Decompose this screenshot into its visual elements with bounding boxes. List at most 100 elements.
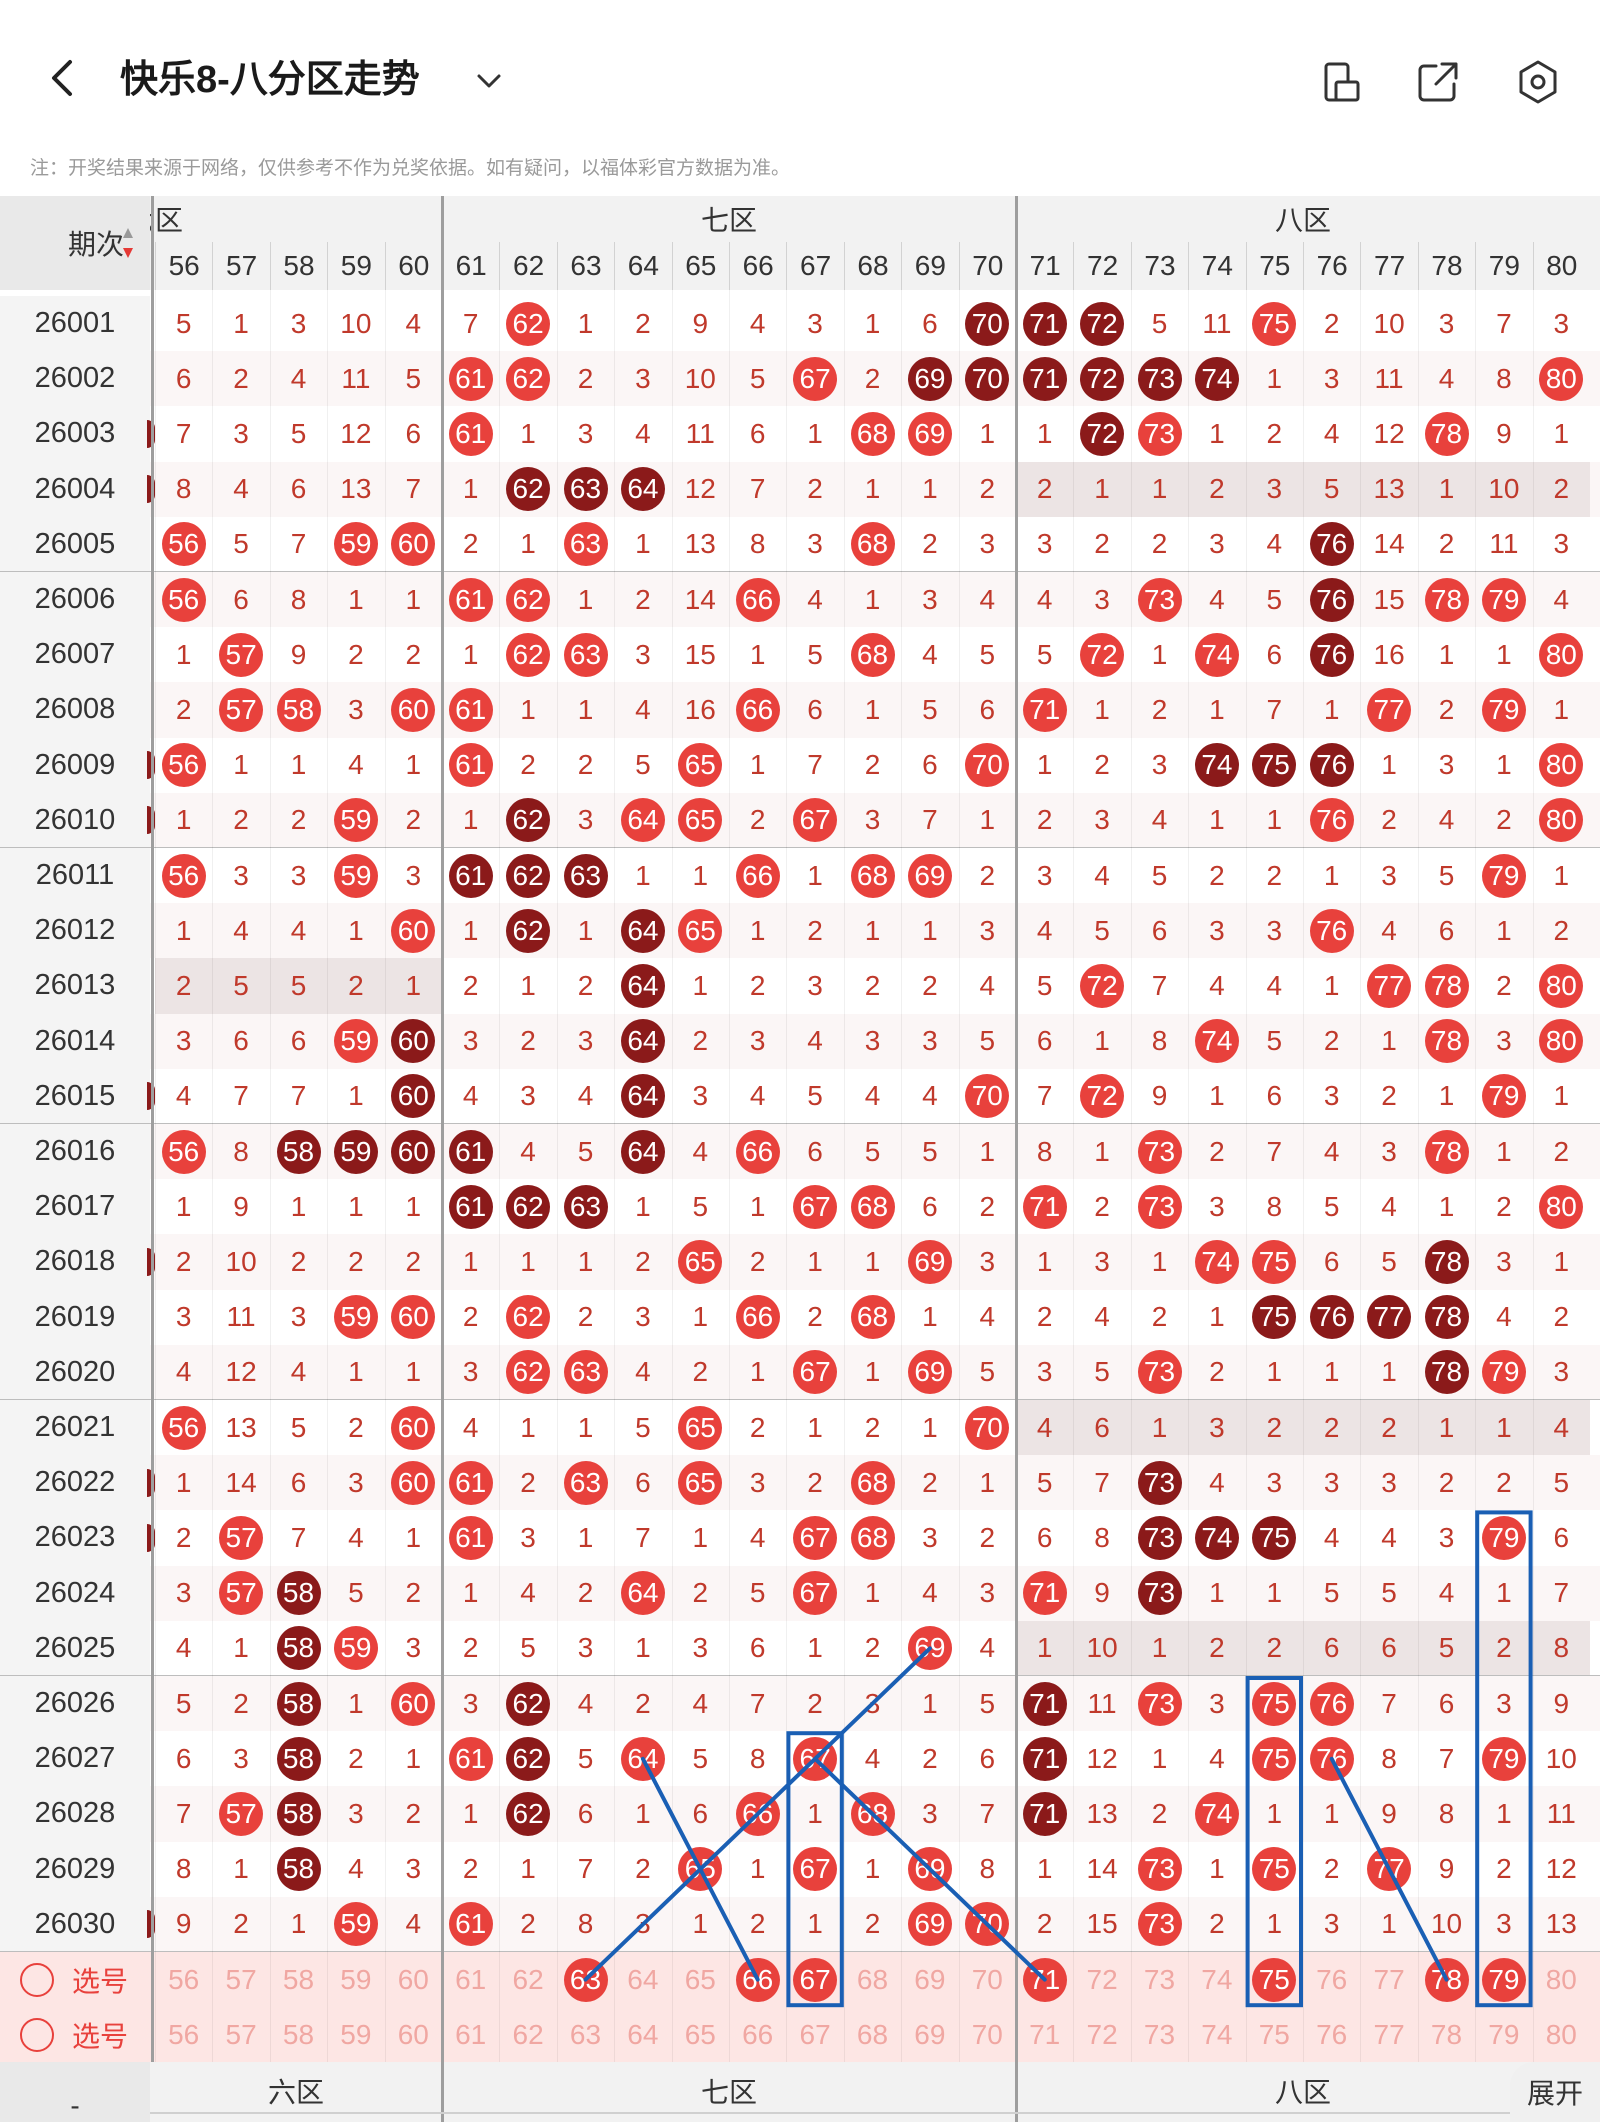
drawn-number-ball[interactable]: 72 [1080,1074,1125,1119]
drawn-number-ball[interactable]: 58 [276,1736,321,1781]
select-number[interactable]: 75 [1258,2018,1290,2050]
drawn-number-ball[interactable]: 62 [506,798,551,843]
select-number[interactable]: 59 [340,1963,372,1995]
drawn-number-ball[interactable]: 75 [1252,1736,1297,1781]
drawn-number-ball[interactable]: 64 [620,798,665,843]
drawn-number-ball[interactable]: 71 [1022,356,1067,401]
drawn-number-ball[interactable]: 58 [276,1681,321,1726]
drawn-number-ball[interactable]: 74 [1194,1240,1239,1284]
drawn-number-ball[interactable]: 58 [276,1847,321,1892]
drawn-number-ball[interactable]: 71 [1022,1184,1067,1229]
drawn-number-ball[interactable]: 73 [1137,1460,1182,1505]
drawn-number-ball[interactable]: 75 [1252,1516,1297,1560]
drawn-number-ball[interactable]: 79 [1481,1074,1526,1119]
select-number[interactable]: 58 [282,2018,315,2050]
drawn-number-ball[interactable]: 68 [850,632,895,677]
drawn-number-ball[interactable]: 62 [506,1295,551,1340]
page-title[interactable]: 快乐8-八分区走势 [120,59,420,101]
drawn-number-ball[interactable]: 71 [1022,1681,1067,1726]
drawn-number-ball[interactable]: 71 [1022,688,1067,732]
selected-number-ball[interactable]: 67 [793,1957,838,2002]
drawn-number-ball[interactable]: 76 [1309,1681,1354,1726]
drawn-number-ball[interactable]: 75 [1252,1295,1297,1340]
drawn-number-ball[interactable]: 64 [620,964,665,1008]
drawn-number-ball[interactable]: 66 [735,1129,780,1174]
select-number[interactable]: 74 [1201,1963,1233,1995]
drawn-number-ball[interactable]: 67 [793,1571,838,1616]
drawn-number-ball[interactable]: 69 [907,853,952,898]
drawn-number-ball[interactable]: 58 [276,1129,321,1174]
drawn-number-ball[interactable]: 74 [1194,1019,1239,1064]
chevron-down-icon[interactable] [472,64,506,98]
select-number[interactable]: 60 [397,2018,429,2050]
drawn-number-ball[interactable]: 78 [1424,577,1469,622]
select-number[interactable]: 62 [512,2018,544,2050]
drawn-number-ball[interactable]: 67 [793,356,838,401]
drawn-number-ball[interactable]: 59 [333,1129,378,1174]
drawn-number-ball[interactable]: 59 [333,853,378,898]
drawn-number-ball[interactable]: 68 [850,1460,895,1505]
select-label[interactable]: 选号 [71,2020,128,2052]
select-number[interactable]: 76 [1316,1963,1348,1995]
drawn-number-ball[interactable]: 65 [678,1405,723,1450]
drawn-number-ball[interactable]: 60 [391,1405,436,1450]
drawn-number-ball[interactable]: 75 [1252,743,1297,788]
drawn-number-ball[interactable]: 67 [793,798,838,843]
drawn-number-ball[interactable]: 66 [735,853,780,898]
drawn-number-ball[interactable]: 72 [1080,632,1125,677]
drawn-number-ball[interactable]: 79 [1481,1516,1526,1560]
drawn-number-ball[interactable]: 73 [1137,1350,1182,1395]
select-number[interactable]: 63 [569,2018,602,2050]
selected-number-ball[interactable]: 79 [1481,1957,1526,2002]
drawn-number-ball[interactable]: 59 [333,1626,378,1671]
drawn-number-ball[interactable]: 58 [276,1626,321,1671]
drawn-number-ball[interactable]: 78 [1424,412,1469,456]
drawn-number-ball[interactable]: 56 [161,522,206,567]
drawn-number-ball[interactable]: 67 [793,1184,838,1229]
select-number[interactable]: 64 [627,2018,659,2050]
drawn-number-ball[interactable]: 77 [1367,688,1412,732]
drawn-number-ball[interactable]: 57 [219,632,264,677]
drawn-number-ball[interactable]: 68 [850,853,895,898]
select-number[interactable]: 57 [225,2018,257,2050]
drawn-number-ball[interactable]: 62 [506,908,551,953]
drawn-number-ball[interactable]: 71 [1022,1736,1067,1781]
select-radio[interactable] [20,2017,54,2052]
drawn-number-ball[interactable]: 60 [391,1019,436,1064]
back-arrow-icon[interactable] [40,56,84,100]
drawn-number-ball[interactable]: 69 [907,1240,952,1284]
drawn-number-ball[interactable]: 63 [563,853,608,898]
drawn-number-ball[interactable]: 59 [333,1019,378,1064]
drawn-number-ball[interactable]: 74 [1194,1516,1239,1560]
drawn-number-ball[interactable]: 68 [850,1792,895,1836]
drawn-number-ball[interactable]: 64 [620,467,665,512]
drawn-number-ball[interactable]: 76 [1309,632,1354,677]
drawn-number-ball[interactable]: 65 [678,908,723,953]
drawn-number-ball[interactable]: 62 [506,1184,551,1229]
phone-layout-icon[interactable] [1318,58,1366,106]
drawn-number-ball[interactable]: 76 [1309,798,1354,843]
drawn-number-ball[interactable]: 80 [1539,632,1584,677]
select-number[interactable]: 68 [856,1963,889,1995]
drawn-number-ball[interactable]: 79 [1481,1736,1526,1781]
select-number[interactable]: 73 [1143,2018,1176,2050]
select-radio[interactable] [20,1962,54,1997]
drawn-number-ball[interactable]: 56 [161,853,206,898]
drawn-number-ball[interactable]: 67 [793,1350,838,1395]
drawn-number-ball[interactable]: 67 [793,1847,838,1892]
drawn-number-ball[interactable]: 67 [793,1516,838,1560]
drawn-number-ball[interactable]: 74 [1194,1792,1239,1836]
select-number[interactable]: 57 [225,1963,257,1995]
drawn-number-ball[interactable]: 62 [506,853,551,898]
drawn-number-ball[interactable]: 56 [161,743,206,788]
drawn-number-ball[interactable]: 73 [1137,1681,1182,1726]
drawn-number-ball[interactable]: 58 [276,688,321,732]
select-label[interactable]: 选号 [71,1965,128,1997]
drawn-number-ball[interactable]: 80 [1539,356,1584,401]
drawn-number-ball[interactable]: 66 [735,1792,780,1836]
drawn-number-ball[interactable]: 64 [620,908,665,953]
drawn-number-ball[interactable]: 71 [1022,1571,1067,1616]
drawn-number-ball[interactable]: 76 [1309,522,1354,567]
drawn-number-ball[interactable]: 80 [1539,964,1584,1008]
drawn-number-ball[interactable]: 57 [219,1792,264,1836]
